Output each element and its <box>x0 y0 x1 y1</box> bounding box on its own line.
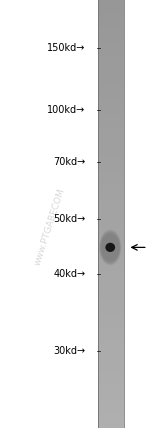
Bar <box>98 214 124 228</box>
Bar <box>98 28 124 43</box>
Bar <box>98 313 124 328</box>
Bar <box>98 114 124 128</box>
Bar <box>98 299 124 314</box>
Text: 30kd→: 30kd→ <box>53 346 86 356</box>
Bar <box>98 99 124 114</box>
Ellipse shape <box>105 243 115 252</box>
Text: 70kd→: 70kd→ <box>53 157 86 167</box>
Bar <box>98 0 124 428</box>
Bar <box>98 157 124 171</box>
Bar <box>98 199 124 214</box>
Bar <box>98 142 124 157</box>
Text: 100kd→: 100kd→ <box>47 105 86 116</box>
Bar <box>98 228 124 243</box>
Text: www.PTGABECOM: www.PTGABECOM <box>33 187 66 267</box>
Bar <box>98 356 124 371</box>
Bar <box>98 256 124 271</box>
Ellipse shape <box>102 235 119 259</box>
Bar <box>98 171 124 185</box>
Bar <box>98 385 124 399</box>
Bar <box>98 285 124 300</box>
Ellipse shape <box>101 234 119 261</box>
Ellipse shape <box>102 236 118 259</box>
Text: 40kd→: 40kd→ <box>53 269 86 279</box>
Bar <box>98 185 124 200</box>
Text: 150kd→: 150kd→ <box>47 43 86 53</box>
Ellipse shape <box>101 233 120 262</box>
Bar <box>98 56 124 71</box>
Ellipse shape <box>100 232 120 263</box>
Bar <box>98 270 124 285</box>
Bar <box>98 413 124 428</box>
Text: 50kd→: 50kd→ <box>53 214 86 224</box>
Bar <box>98 71 124 86</box>
Bar <box>98 328 124 342</box>
Bar <box>98 128 124 143</box>
Bar <box>98 0 99 428</box>
Bar <box>98 242 124 257</box>
Bar <box>98 0 124 14</box>
Bar <box>98 342 124 357</box>
Ellipse shape <box>100 231 121 264</box>
Bar <box>98 42 124 57</box>
Ellipse shape <box>102 235 119 260</box>
Bar <box>98 85 124 100</box>
Ellipse shape <box>100 232 120 263</box>
Bar <box>98 371 124 385</box>
Ellipse shape <box>99 229 122 266</box>
Bar <box>98 14 124 29</box>
Ellipse shape <box>99 230 121 265</box>
Bar <box>98 399 124 414</box>
